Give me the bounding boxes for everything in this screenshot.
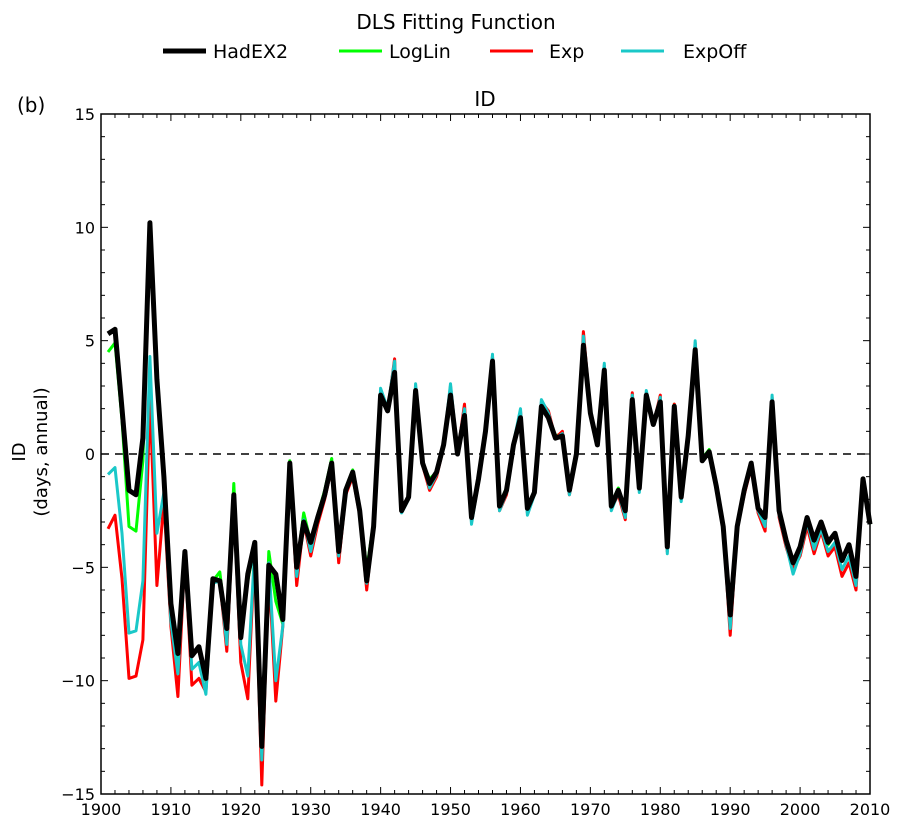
series-line-hadex2 (106, 220, 873, 749)
x-tick-label: 1960 (500, 800, 541, 819)
x-tick-label: 2000 (780, 800, 821, 819)
x-tick-label: 2010 (850, 800, 891, 819)
x-tick-label: 1970 (570, 800, 611, 819)
y-tick-label: 0 (85, 445, 95, 464)
series-lines (106, 220, 873, 787)
legend-label: ExpOff (683, 41, 747, 63)
y-axis-label-line1: ID (9, 442, 30, 461)
chart-title: ID (474, 87, 495, 111)
x-tick-label: 1980 (640, 800, 681, 819)
legend-item-loglin: LogLin (339, 41, 451, 63)
y-tick-label: −15 (61, 785, 95, 804)
legend: HadEX2 LogLin Exp ExpOff (163, 41, 747, 63)
legend-label: Exp (549, 41, 584, 63)
x-tick-label: 1950 (430, 800, 471, 819)
y-tick-label: 5 (85, 332, 95, 351)
x-tick-label: 1990 (710, 800, 751, 819)
y-axis-label: ID (days, annual) (9, 387, 52, 516)
x-tick-label: 1940 (360, 800, 401, 819)
x-tick-label: 1920 (220, 800, 261, 819)
y-tick-label: 10 (75, 218, 95, 237)
legend-item-expoff: ExpOff (621, 41, 747, 63)
y-tick-label: −5 (71, 558, 95, 577)
legend-label: LogLin (389, 41, 451, 63)
legend-item-exp: Exp (490, 41, 584, 63)
y-axis-label-line2: (days, annual) (31, 387, 52, 516)
plot-area: 1900 1910 1920 1930 1940 1950 1960 1970 1980 1990… (61, 105, 890, 819)
x-tick-label: 1930 (290, 800, 331, 819)
y-tick-label: −10 (61, 672, 95, 691)
legend-title: DLS Fitting Function (356, 10, 555, 34)
legend-item-hadex2: HadEX2 (163, 41, 288, 63)
x-tick-label: 1900 (81, 800, 122, 819)
panel-label: (b) (17, 93, 45, 117)
x-tick-label: 1910 (151, 800, 192, 819)
y-tick-label: 15 (75, 105, 95, 124)
legend-label: HadEX2 (213, 41, 288, 63)
